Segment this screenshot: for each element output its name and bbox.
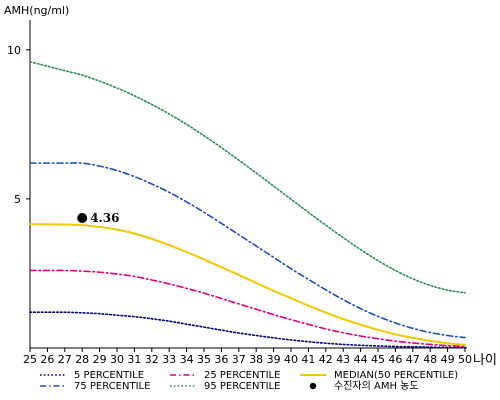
- legend-label: 25 PERCENTILE: [204, 370, 280, 381]
- series-line-25-percentile: [29, 269, 466, 348]
- axes: 5 10 25 26 27 28 29 30 31 32 33 34 35 36 37 38 39 40 41 42…: [4, 4, 497, 368]
- series-line-75-percentile: [29, 162, 466, 339]
- x-tick-label: 27: [58, 353, 72, 366]
- legend-patient-marker: [309, 382, 317, 390]
- x-axis-title: 나이: [473, 353, 497, 368]
- patient-amh-label: 4.36: [90, 211, 119, 225]
- y-tick-label: 5: [14, 193, 21, 206]
- patient-layer: 4.36: [77, 211, 119, 225]
- series-line-5-percentile: [29, 311, 466, 349]
- legend-label: MEDIAN(50 PERCENTILE): [334, 370, 458, 381]
- x-tick-label: 33: [162, 353, 176, 366]
- series-line-95-percentile: [29, 60, 466, 294]
- x-tick-label: 48: [423, 353, 437, 366]
- x-tick-label: 44: [354, 353, 368, 366]
- x-tick-label: 49: [441, 353, 455, 366]
- legend-label: 5 PERCENTILE: [74, 370, 144, 381]
- x-tick-label: 45: [371, 353, 385, 366]
- x-tick-label: 47: [406, 353, 420, 366]
- x-tick-label: 35: [197, 353, 211, 366]
- x-tick-label: 50: [458, 353, 472, 366]
- x-tick-label: 28: [75, 353, 89, 366]
- legend-label: 95 PERCENTILE: [204, 381, 280, 392]
- x-ticks: 25 26 27 28 29 30 31 32 33 34 35 36 37 38 39 40 41 42 43 44…: [23, 348, 472, 366]
- series-layer: [29, 60, 466, 349]
- legend-patient-label: 수진자의 AMH 농도: [334, 380, 419, 392]
- x-tick-label: 30: [110, 353, 124, 366]
- x-tick-label: 31: [127, 353, 141, 366]
- y-axis-title: AMH(ng/ml): [4, 4, 69, 17]
- x-tick-label: 29: [93, 353, 107, 366]
- legend: 5 PERCENTILE 25 PERCENTILE MEDIAN(50 PERCE…: [40, 370, 458, 392]
- x-tick-label: 25: [23, 353, 37, 366]
- y-tick-label: 10: [7, 44, 21, 57]
- x-tick-label: 32: [145, 353, 159, 366]
- x-tick-label: 37: [232, 353, 246, 366]
- x-tick-label: 26: [40, 353, 54, 366]
- x-tick-label: 41: [301, 353, 315, 366]
- x-tick-label: 39: [267, 353, 281, 366]
- series-line-median-50-percentile: [29, 223, 466, 347]
- x-tick-label: 38: [249, 353, 263, 366]
- x-tick-label: 46: [388, 353, 402, 366]
- x-tick-label: 40: [284, 353, 298, 366]
- x-tick-label: 42: [319, 353, 333, 366]
- patient-amh-marker: [77, 212, 88, 223]
- x-tick-label: 43: [336, 353, 350, 366]
- x-tick-label: 36: [214, 353, 228, 366]
- legend-label: 75 PERCENTILE: [74, 381, 150, 392]
- y-ticks: 5 10: [7, 44, 30, 206]
- x-tick-label: 34: [180, 353, 194, 366]
